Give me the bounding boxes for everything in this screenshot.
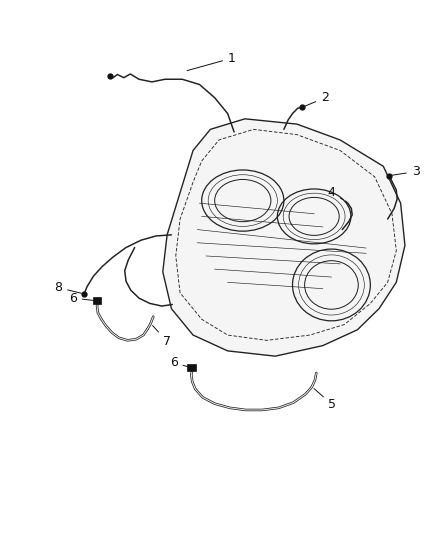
Text: 3: 3 <box>391 165 420 178</box>
Polygon shape <box>93 297 101 304</box>
Polygon shape <box>163 119 405 356</box>
Text: 5: 5 <box>314 389 336 411</box>
Text: 2: 2 <box>305 91 329 106</box>
Text: 7: 7 <box>152 326 171 348</box>
Polygon shape <box>187 364 196 372</box>
Text: 1: 1 <box>187 52 236 70</box>
Text: 6: 6 <box>170 356 189 369</box>
Text: 8: 8 <box>54 281 81 294</box>
Text: 4: 4 <box>328 186 343 200</box>
Text: 6: 6 <box>69 292 94 305</box>
